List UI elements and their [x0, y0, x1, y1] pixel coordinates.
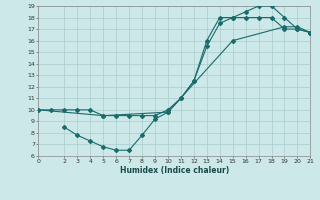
X-axis label: Humidex (Indice chaleur): Humidex (Indice chaleur) — [120, 166, 229, 175]
